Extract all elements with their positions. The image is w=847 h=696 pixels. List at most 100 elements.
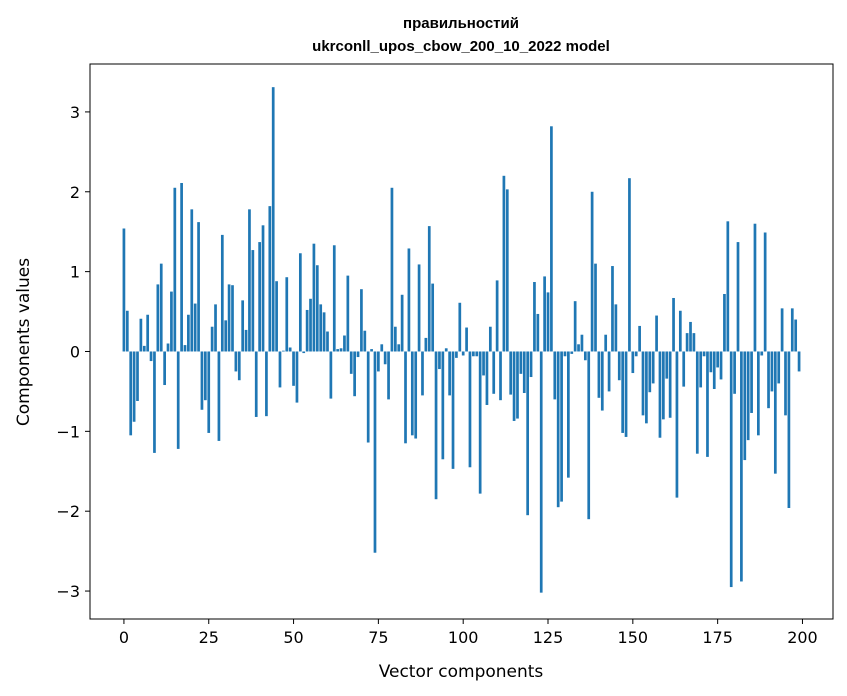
bar-component-101 xyxy=(465,327,468,352)
y-tick-label: −1 xyxy=(56,422,80,441)
y-tick-label: 3 xyxy=(70,103,80,122)
bar-component-137 xyxy=(587,351,591,520)
bar-component-166 xyxy=(685,333,689,352)
bar-component-109 xyxy=(492,351,496,394)
bar-component-86 xyxy=(414,351,418,439)
bar-component-74 xyxy=(373,351,377,553)
bar-component-51 xyxy=(295,351,299,403)
bar-component-193 xyxy=(777,351,781,384)
bar-component-197 xyxy=(790,308,794,352)
bar-component-171 xyxy=(702,351,706,357)
bar-component-169 xyxy=(695,351,699,454)
bar-component-25 xyxy=(207,351,211,433)
bar-component-131 xyxy=(567,351,570,478)
bar-component-150 xyxy=(631,351,635,374)
x-tick-label: 75 xyxy=(368,628,388,647)
bar-component-175 xyxy=(716,351,719,368)
bar-component-158 xyxy=(658,351,662,438)
bar-component-52 xyxy=(298,253,302,352)
bar-component-22 xyxy=(197,222,200,352)
bar-component-56 xyxy=(312,243,316,352)
bar-component-36 xyxy=(244,329,248,352)
bar-component-136 xyxy=(583,351,587,361)
bar-component-179 xyxy=(729,351,733,588)
bar-component-161 xyxy=(668,351,672,418)
bar-component-45 xyxy=(275,281,278,352)
bars-group xyxy=(122,87,801,593)
bar-component-72 xyxy=(366,351,370,443)
bar-component-165 xyxy=(682,351,686,387)
bar-component-133 xyxy=(573,301,577,352)
bar-component-19 xyxy=(187,314,190,352)
x-axis-ticks: 0 25 50 75 100 125 150 175 200 xyxy=(119,619,818,647)
bar-component-121 xyxy=(533,282,536,352)
bar-component-156 xyxy=(651,351,655,384)
bar-component-63 xyxy=(336,349,340,352)
bar-component-57 xyxy=(315,265,319,352)
bar-component-152 xyxy=(638,325,641,352)
bar-component-167 xyxy=(689,321,692,352)
bar-component-102 xyxy=(468,351,472,468)
bar-component-23 xyxy=(200,351,204,410)
bar-component-173 xyxy=(709,351,713,373)
y-tick-label: 1 xyxy=(70,263,80,282)
bar-component-191 xyxy=(770,351,774,392)
bar-component-84 xyxy=(407,248,411,352)
bar-component-61 xyxy=(329,351,333,399)
bar-component-129 xyxy=(560,351,563,502)
bar-component-39 xyxy=(254,351,258,417)
bar-component-83 xyxy=(404,351,407,444)
bar-component-34 xyxy=(237,351,241,381)
bar-component-21 xyxy=(193,303,197,352)
bar-component-151 xyxy=(634,351,638,357)
bar-component-66 xyxy=(346,275,350,352)
bar-component-162 xyxy=(672,297,675,352)
bar-component-154 xyxy=(645,351,648,424)
bar-component-176 xyxy=(719,351,723,380)
bar-component-59 xyxy=(322,312,326,352)
bar-component-26 xyxy=(210,326,214,352)
bar-component-123 xyxy=(539,351,543,593)
bar-component-185 xyxy=(750,351,753,413)
bar-component-198 xyxy=(794,319,798,352)
bar-component-35 xyxy=(241,300,245,352)
bar-component-180 xyxy=(733,351,736,394)
bar-component-187 xyxy=(757,351,760,436)
bar-component-94 xyxy=(441,351,445,460)
bar-component-112 xyxy=(502,175,506,352)
bar-component-28 xyxy=(217,351,221,441)
bar-component-90 xyxy=(427,226,431,352)
bar-component-60 xyxy=(326,331,329,352)
bar-component-153 xyxy=(641,351,645,416)
bar-component-89 xyxy=(424,337,428,352)
bar-component-91 xyxy=(431,283,435,352)
bar-component-50 xyxy=(292,351,295,386)
x-tick-label: 125 xyxy=(533,628,564,647)
bar-component-14 xyxy=(170,291,173,352)
bar-component-37 xyxy=(248,209,251,352)
bar-component-113 xyxy=(505,189,509,352)
bar-component-147 xyxy=(621,351,625,433)
bar-component-69 xyxy=(356,351,360,358)
bar-component-157 xyxy=(655,315,658,352)
x-tick-label: 100 xyxy=(448,628,479,647)
bar-component-70 xyxy=(360,289,363,352)
x-tick-label: 175 xyxy=(702,628,733,647)
bar-component-62 xyxy=(332,245,336,352)
bar-component-88 xyxy=(421,351,424,396)
bar-component-87 xyxy=(417,264,421,352)
bar-component-27 xyxy=(214,304,217,352)
bar-component-97 xyxy=(451,351,455,469)
bar-component-138 xyxy=(590,191,594,352)
bar-component-183 xyxy=(743,351,747,461)
bar-component-159 xyxy=(662,351,665,420)
bar-component-105 xyxy=(478,351,482,494)
bar-component-186 xyxy=(753,223,757,352)
chart-title-line2: ukrconll_upos_cbow_200_10_2022 model xyxy=(312,38,610,55)
bar-component-8 xyxy=(149,351,153,362)
bar-component-80 xyxy=(393,326,397,352)
bar-component-181 xyxy=(736,242,740,352)
bar-component-44 xyxy=(271,87,275,352)
bar-component-40 xyxy=(258,242,261,352)
